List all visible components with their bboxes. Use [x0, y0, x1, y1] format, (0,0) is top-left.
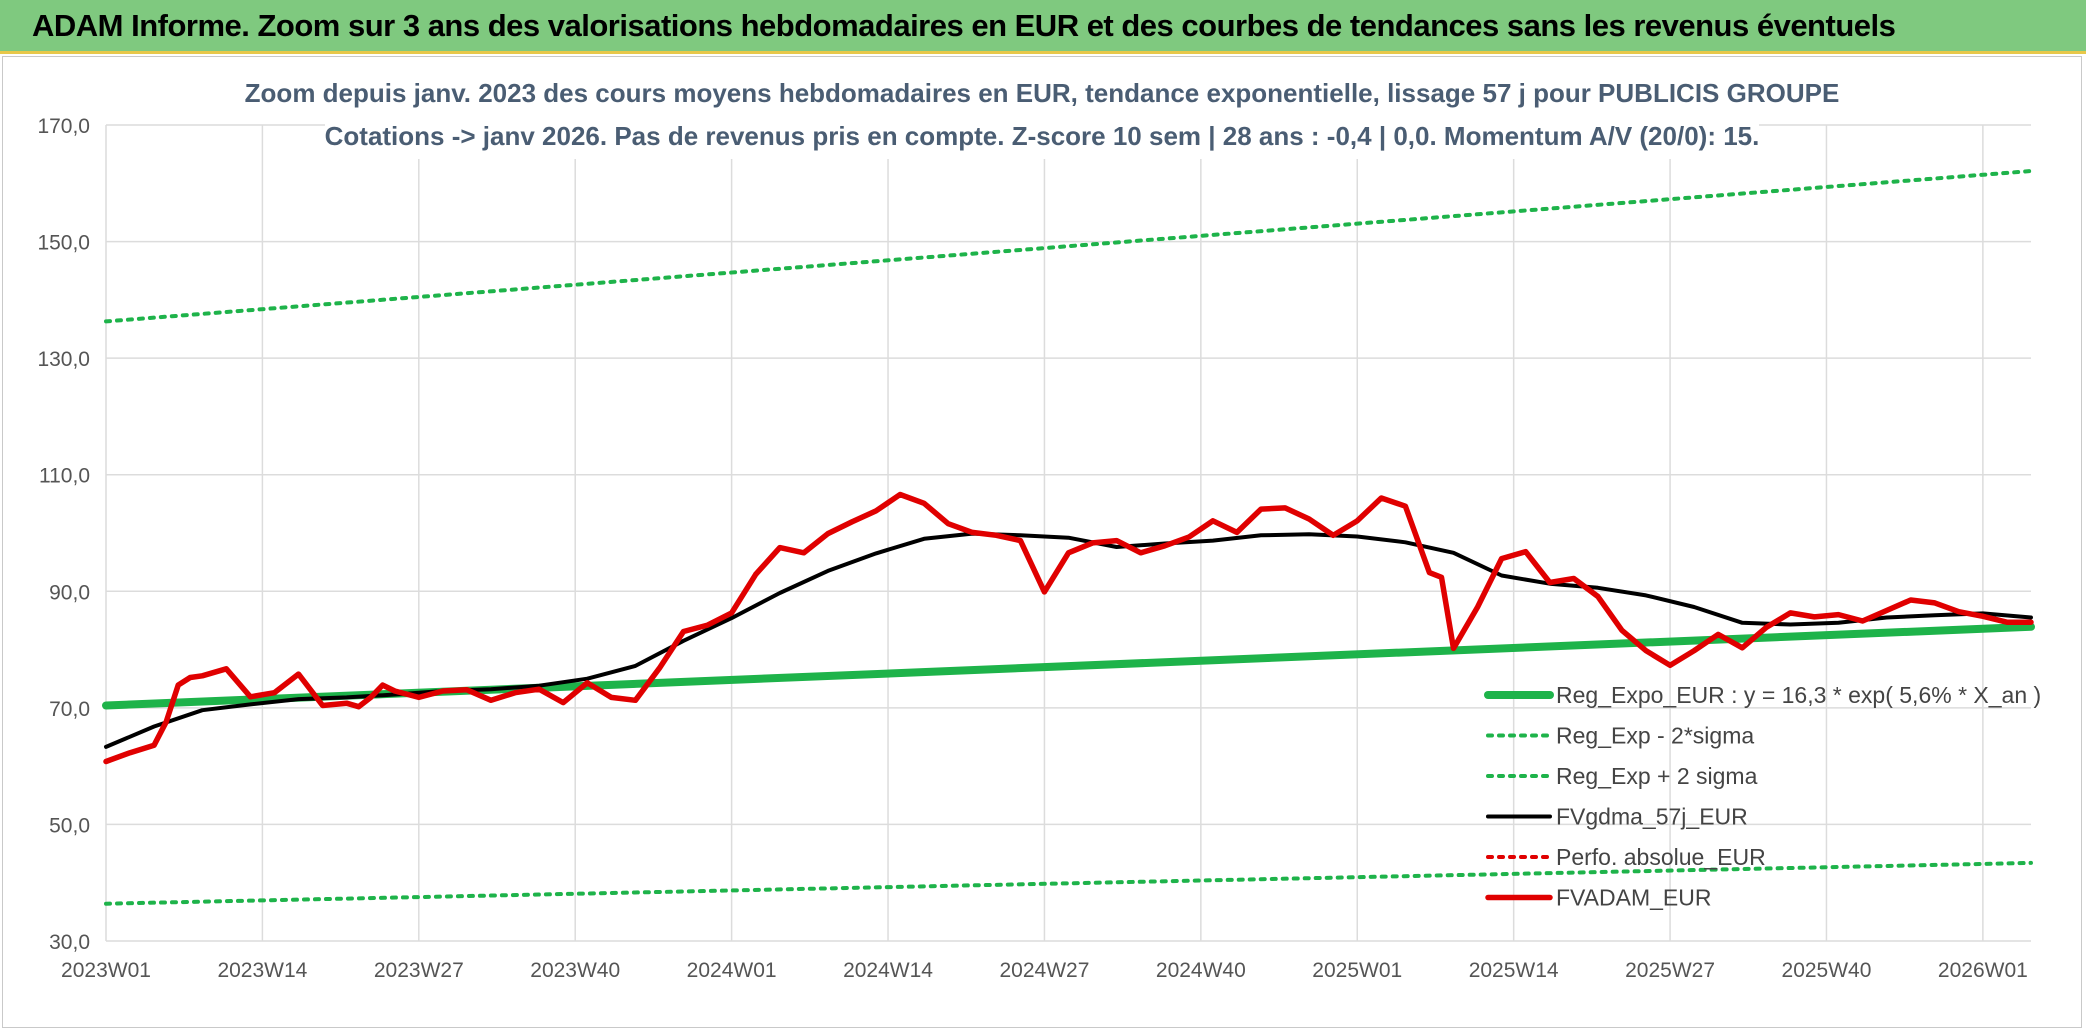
title-backdrop [325, 59, 1759, 159]
legend-label: Reg_Expo_EUR : y = 16,3 * exp( 5,6% * X_… [1556, 682, 2041, 708]
y-tick-label: 30,0 [49, 931, 90, 954]
chart-subtitle: Cotations -> janv 2026. Pas de revenus p… [325, 121, 1760, 151]
x-tick-label: 2023W14 [217, 959, 307, 982]
legend-label: FVADAM_EUR [1556, 885, 1712, 911]
x-tick-label: 2025W27 [1625, 959, 1715, 982]
y-tick-label: 110,0 [39, 465, 90, 488]
grid-layer [105, 124, 2031, 942]
x-tick-label: 2023W40 [530, 959, 620, 982]
x-tick-label: 2024W27 [999, 959, 1089, 982]
chart-area: 30,0 50,0 70,0 90,0 110,0 130,0 150,0 170,0 2023… [2, 56, 2082, 1028]
series-layer [102, 169, 2035, 906]
legend: Reg_Expo_EUR : y = 16,3 * exp( 5,6% * X_… [1484, 682, 2041, 911]
report-title: ADAM Informe. Zoom sur 3 ans des valoris… [32, 8, 1896, 43]
report-banner: ADAM Informe. Zoom sur 3 ans des valoris… [0, 0, 2086, 54]
x-tick-label: 2025W01 [1312, 959, 1402, 982]
ticks-layer: 30,0 50,0 70,0 90,0 110,0 130,0 150,0 170,0 2023… [37, 115, 2027, 982]
chart-title: Zoom depuis janv. 2023 des cours moyens … [245, 78, 1840, 108]
x-tick-label: 2024W40 [1156, 959, 1246, 982]
series-line-5 [103, 491, 2034, 765]
y-tick-label: 50,0 [49, 814, 90, 837]
x-tick-label: 2024W01 [687, 959, 777, 982]
y-tick-label: 70,0 [49, 698, 90, 721]
series-line-1 [104, 860, 2033, 906]
x-tick-label: 2025W14 [1469, 959, 1559, 982]
legend-label: FVgdma_57j_EUR [1556, 804, 1748, 830]
y-tick-label: 170,0 [37, 115, 90, 138]
x-tick-label: 2025W40 [1782, 959, 1872, 982]
series-line-2 [104, 169, 2033, 324]
x-tick-label: 2023W01 [61, 959, 151, 982]
legend-label: Perfo. absolue_EUR [1556, 844, 1766, 870]
x-tick-label: 2024W14 [843, 959, 933, 982]
series-line-3 [104, 531, 2033, 749]
legend-label: Reg_Exp + 2 sigma [1556, 763, 1758, 789]
y-tick-label: 90,0 [49, 581, 90, 604]
y-tick-label: 150,0 [37, 232, 90, 255]
x-tick-label: 2023W27 [374, 959, 464, 982]
line-chart: 30,0 50,0 70,0 90,0 110,0 130,0 150,0 170,0 2023… [37, 59, 2041, 982]
legend-label: Reg_Exp - 2*sigma [1556, 723, 1754, 749]
x-tick-label: 2026W01 [1938, 959, 2028, 982]
y-tick-label: 130,0 [37, 348, 90, 371]
